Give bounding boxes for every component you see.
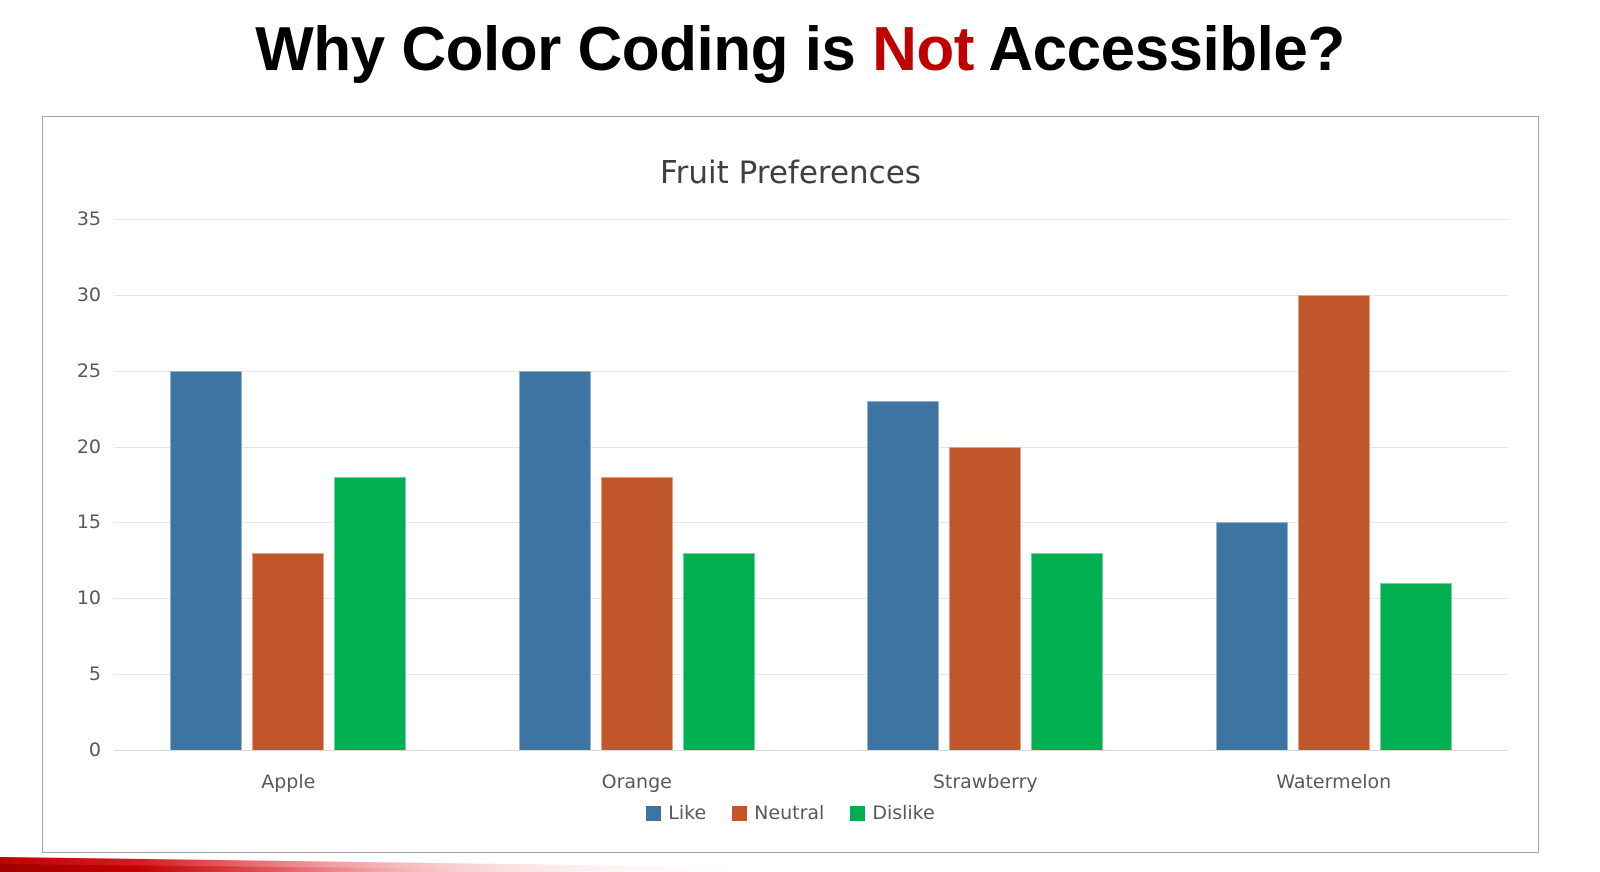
legend-label: Like [668, 802, 707, 824]
gridline [114, 522, 1508, 524]
bar-slot [334, 219, 407, 750]
bar-slot [600, 219, 673, 750]
legend-swatch-icon [646, 805, 662, 821]
bar-strawberry-like[interactable] [867, 401, 940, 750]
y-axis-tick-label: 30 [76, 283, 101, 306]
y-axis-tick-label: 15 [76, 511, 101, 534]
gridline [114, 674, 1508, 676]
slide-title-part1: Why Color Coding is [255, 15, 873, 84]
bar-slot [867, 219, 940, 750]
x-axis-tick-label-apple: Apple [261, 771, 316, 793]
y-axis-tick-label: 0 [88, 739, 101, 761]
y-axis-tick-label: 5 [88, 663, 101, 686]
legend-swatch-icon [732, 805, 748, 821]
bar-watermelon-like[interactable] [1215, 522, 1288, 750]
bar-orange-like[interactable] [518, 370, 591, 750]
bar-slot [682, 219, 755, 750]
bar-slot [949, 219, 1022, 750]
legend-item-like[interactable]: Like [646, 802, 706, 824]
bar-group-watermelon: Watermelon [1160, 219, 1509, 793]
bar-apple-like[interactable] [170, 370, 243, 750]
bar-orange-neutral[interactable] [600, 476, 673, 750]
slide-title: Why Color Coding is Not Accessible? [0, 4, 1600, 96]
bar-slot [1297, 219, 1370, 750]
legend-item-dislike[interactable]: Dislike [850, 802, 935, 824]
bar-slot [1379, 219, 1452, 750]
gridline [114, 446, 1508, 448]
bar-slot [518, 219, 591, 750]
legend-label: Dislike [872, 802, 935, 824]
red-swoosh-icon [0, 857, 1100, 872]
legend-label: Neutral [754, 802, 825, 824]
bar-orange-dislike[interactable] [682, 552, 755, 750]
bar-group-strawberry: Strawberry [811, 219, 1160, 793]
bar-strawberry-neutral[interactable] [949, 446, 1022, 750]
x-axis-tick-label-strawberry: Strawberry [932, 771, 1038, 793]
gridline [114, 219, 1508, 220]
bar-apple-neutral[interactable] [252, 552, 325, 750]
bar-slot [170, 219, 243, 750]
bar-slot [1215, 219, 1288, 750]
bar-group-orange: Orange [463, 219, 812, 793]
y-axis-tick-label: 20 [76, 435, 101, 458]
x-axis-tick-label-watermelon: Watermelon [1276, 771, 1392, 793]
gridline [114, 750, 1508, 751]
slide-title-accent: Not [872, 15, 974, 84]
gridline [114, 294, 1508, 296]
bar-slot [1031, 219, 1104, 750]
chart-title: Fruit Preferences [660, 155, 921, 191]
bar-groups: Apple Orange Strawberry Watermelon [114, 219, 1509, 793]
bar-slot [252, 219, 325, 750]
bar-watermelon-dislike[interactable] [1379, 583, 1452, 750]
legend-swatch-icon [850, 805, 866, 821]
chart-legend[interactable]: Like Neutral Dislike [43, 802, 1538, 824]
bar-apple-dislike[interactable] [334, 476, 407, 750]
bar-group-apple: Apple [114, 219, 463, 793]
gridline [114, 370, 1508, 372]
y-axis-tick-label: 25 [76, 359, 101, 382]
plot-area: 0 5 10 15 20 25 30 35 Apple Orange Strawberry Wate… [77, 208, 1509, 793]
slide-title-part2: Accessible? [973, 15, 1345, 84]
y-axis-tick-label: 35 [76, 208, 101, 230]
x-axis-tick-label-orange: Orange [601, 771, 672, 793]
bar-watermelon-neutral[interactable] [1297, 294, 1370, 750]
gridline [114, 598, 1508, 600]
bar-strawberry-dislike[interactable] [1031, 552, 1104, 750]
legend-item-neutral[interactable]: Neutral [732, 802, 824, 824]
chart-container[interactable]: Fruit Preferences 0 5 10 15 20 25 30 35 Apple Or… [42, 116, 1539, 853]
y-axis-tick-label: 10 [76, 587, 101, 610]
decorative-red-band [0, 850, 1600, 872]
